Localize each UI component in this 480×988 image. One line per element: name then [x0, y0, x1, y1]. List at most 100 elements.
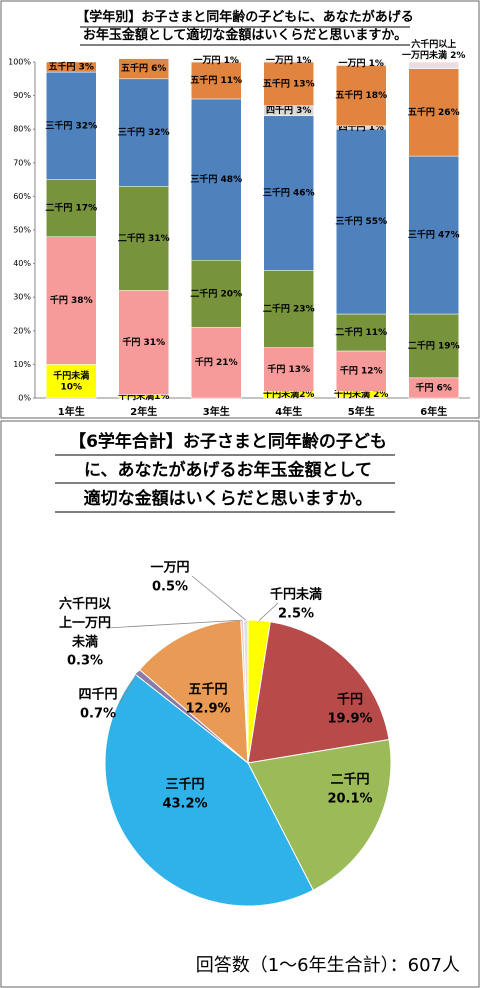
data-label: 三千円 46% — [263, 187, 315, 199]
data-label: 四千円 1% — [339, 121, 384, 133]
bar-segment — [46, 71, 97, 180]
y-tick-label: 90% — [13, 91, 31, 100]
bar-segment — [263, 58, 314, 63]
bar-segment — [408, 313, 459, 379]
bar-segment — [46, 61, 97, 73]
bar-segment — [191, 98, 242, 261]
bar-segment — [408, 68, 459, 157]
data-label: 五千円 18% — [335, 89, 387, 101]
bar-segment — [46, 236, 97, 365]
data-label: 二千円 31% — [118, 232, 170, 244]
data-label: 五千円 13% — [263, 77, 315, 89]
bar-segment — [46, 179, 97, 237]
bar-segment — [336, 65, 387, 127]
x-tick-label: 1年生 — [58, 405, 85, 418]
bar-segment — [118, 290, 169, 395]
value-label: 20.1% — [327, 792, 372, 807]
bar-segment — [191, 58, 242, 63]
data-label: 一万円 1% — [339, 58, 384, 69]
data-label: 千円未満 10% — [53, 369, 89, 392]
data-label: 一万円 1% — [266, 55, 311, 66]
data-label: 三千円 32% — [118, 126, 170, 138]
bar-segment — [191, 259, 242, 328]
leader-line — [191, 575, 247, 621]
data-label: 二千円 23% — [263, 302, 315, 314]
data-label: 五千円 3% — [49, 61, 94, 73]
bar-segment — [336, 61, 387, 66]
category-label: 四千円 — [78, 687, 117, 703]
y-tick-label: 50% — [13, 226, 31, 235]
x-tick-label: 4年生 — [275, 405, 302, 418]
bar-segment — [118, 186, 169, 291]
bar-segment — [336, 313, 387, 352]
data-label: 二千円 20% — [190, 287, 242, 299]
bar-segment — [263, 61, 314, 106]
bar-segment — [408, 155, 459, 315]
y-tick-label: 20% — [13, 326, 31, 335]
category-label: 六千円以上一万円未満 — [59, 596, 111, 650]
data-label: 千円 38% — [50, 294, 93, 306]
category-label: 五千円 — [188, 682, 227, 698]
bar-segment — [408, 61, 459, 69]
value-label: 2.5% — [278, 607, 314, 622]
bar-segment — [191, 327, 242, 399]
bar-segment — [118, 78, 169, 187]
value-label: 19.9% — [327, 712, 372, 727]
data-label: 千円 6% — [416, 381, 452, 393]
data-label: 五千円 11% — [190, 74, 242, 86]
bar-title: 【学年別】お子さまと同年齢の子どもに、あなたがあげるお年玉金額として適切な金額は… — [76, 9, 414, 43]
category-label: 二千円 — [330, 772, 369, 788]
data-label: 六千円以上一万円未満 2% — [402, 38, 465, 61]
category-label: 三千円 — [165, 777, 204, 793]
data-label: 千円 13% — [267, 363, 310, 375]
data-label: 三千円 32% — [45, 119, 97, 131]
value-label: 12.9% — [185, 702, 230, 717]
data-label: 五千円 6% — [121, 62, 166, 74]
data-label: 二千円 19% — [408, 339, 460, 351]
bar-segment — [263, 270, 314, 348]
bar-segment — [263, 347, 314, 392]
category-label: 千円未満 — [270, 587, 322, 603]
y-tick-label: 80% — [13, 125, 31, 134]
data-label: 二千円 17% — [45, 202, 97, 214]
data-label: 四千円 3% — [266, 104, 311, 116]
y-tick-label: 70% — [13, 158, 31, 167]
data-label: 五千円 26% — [408, 106, 460, 118]
bar-segment — [191, 61, 242, 100]
category-label: 一万円 — [150, 561, 189, 576]
leader-line — [258, 602, 279, 621]
pie-slice — [104, 673, 314, 907]
value-label: 43.2% — [162, 797, 207, 812]
x-tick-label: 6年生 — [420, 405, 447, 418]
bar-segment — [118, 58, 169, 80]
y-tick-label: 30% — [13, 293, 31, 302]
category-label: 千円 — [337, 692, 363, 708]
x-tick-label: 2年生 — [130, 405, 157, 418]
pie-slice — [247, 738, 392, 891]
data-label: 三千円 47% — [408, 229, 460, 241]
data-label: 千円 12% — [340, 365, 383, 377]
y-tick-label: 60% — [13, 192, 31, 201]
bar-segment — [336, 350, 387, 392]
value-label: 0.7% — [80, 707, 116, 722]
response-count: 回答数（1～6年生合計）：607人 — [196, 955, 460, 976]
leader-line — [119, 671, 138, 704]
bar-segment — [336, 128, 387, 315]
data-label: 千円 31% — [122, 336, 165, 348]
data-label: 一万円 1% — [194, 55, 239, 66]
y-tick-label: 10% — [13, 360, 31, 369]
y-tick-label: 0% — [18, 394, 31, 403]
data-label: 千円 21% — [195, 356, 238, 368]
top-panel — [0, 0, 480, 419]
value-label: 0.5% — [152, 580, 188, 595]
pie-title: 【6学年合計】お子さまと同年齢の子どもに、あなたがあげるお年玉金額として適切な金… — [69, 431, 387, 509]
x-tick-label: 5年生 — [348, 405, 375, 418]
leader-line — [106, 619, 243, 629]
pie-slice — [247, 621, 390, 764]
x-tick-label: 3年生 — [203, 405, 230, 418]
bottom-panel — [0, 420, 480, 988]
value-label: 0.3% — [67, 654, 103, 669]
data-label: 三千円 55% — [335, 215, 387, 227]
data-label: 二千円 11% — [335, 326, 387, 338]
